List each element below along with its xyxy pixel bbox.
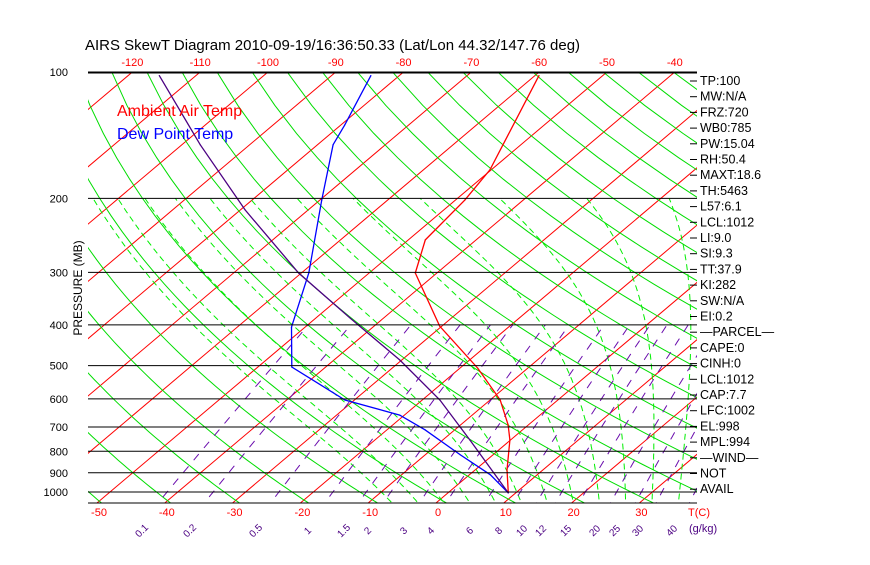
- index-item: SI:9.3: [700, 247, 733, 261]
- data-point: [399, 359, 400, 360]
- index-item: AVAIL: [700, 482, 734, 496]
- top-temp-tick-label: -90: [328, 57, 344, 69]
- pressure-tick-label: 1000: [44, 487, 68, 499]
- data-point: [506, 469, 507, 470]
- bottom-temp-tick-label: -10: [362, 507, 378, 519]
- pressure-tick-label: 800: [50, 446, 68, 458]
- pressure-tick-label: 700: [50, 422, 68, 434]
- index-item: WB0:785: [700, 121, 751, 135]
- data-point: [464, 200, 465, 201]
- index-item: CAPE:0: [700, 341, 745, 355]
- data-point: [200, 144, 201, 145]
- index-item: LCL:1012: [700, 215, 754, 229]
- top-temp-tick-label: -60: [531, 57, 547, 69]
- bottom-temp-tick-label: -20: [294, 507, 310, 519]
- index-item: LFC:1002: [700, 404, 755, 418]
- data-point: [500, 399, 501, 400]
- index-item: MAXT:18.6: [700, 168, 761, 182]
- bottom-temp-tick-label: 20: [567, 507, 579, 519]
- data-point: [477, 368, 478, 369]
- top-temp-tick-label: -100: [257, 57, 279, 69]
- index-item: CAP:7.7: [700, 388, 747, 402]
- data-point: [509, 439, 510, 440]
- chart-title: AIRS SkewT Diagram 2010-09-19/16:36:50.3…: [85, 37, 580, 54]
- data-point: [344, 125, 345, 126]
- bottom-temp-tick-label: -30: [227, 507, 243, 519]
- bottom-temp-tick-label: 10: [500, 507, 512, 519]
- data-point: [490, 474, 491, 475]
- data-point: [399, 414, 400, 415]
- index-item: CINH:0: [700, 357, 741, 371]
- data-point: [508, 424, 509, 425]
- data-point: [291, 327, 292, 328]
- index-item: LCL:1012: [700, 372, 754, 386]
- x-axis-label: T(C): [688, 507, 710, 519]
- pressure-tick-label: 900: [50, 468, 68, 480]
- index-item: EL:998: [700, 419, 740, 433]
- data-point: [291, 366, 292, 367]
- data-point: [439, 399, 440, 400]
- legend-ambient-air-temp: Ambient Air Temp: [117, 103, 242, 120]
- top-temp-tick-label: -50: [599, 57, 615, 69]
- index-item: FRZ:720: [700, 105, 749, 119]
- pressure-tick-label: 300: [50, 267, 68, 279]
- legend-dew-point-temp: Dew Point Temp: [117, 126, 233, 143]
- pressure-tick-label: 500: [50, 361, 68, 373]
- index-item: TT:37.9: [700, 262, 742, 276]
- bottom-temp-tick-label: 30: [635, 507, 647, 519]
- data-point: [344, 399, 345, 400]
- data-point: [460, 454, 461, 455]
- top-temp-tick-label: -70: [463, 57, 479, 69]
- bottom-temp-tick-label: 0: [435, 507, 441, 519]
- data-point: [321, 200, 322, 201]
- data-point: [333, 144, 334, 145]
- top-temp-tick-label: -40: [667, 57, 683, 69]
- top-temp-tick-label: -110: [190, 57, 211, 69]
- pressure-tick-label: 400: [50, 320, 68, 332]
- index-item: PW:15.04: [700, 137, 755, 151]
- y-axis-label: PRESSURE (MB): [71, 240, 85, 335]
- bottom-temp-tick-label: -40: [159, 507, 175, 519]
- index-item: L57:6.1: [700, 200, 742, 214]
- mixing-ratio-unit: (g/kg): [689, 523, 717, 535]
- index-item: MPL:994: [700, 435, 750, 449]
- pressure-tick-label: 100: [50, 67, 68, 79]
- data-point: [159, 75, 160, 76]
- data-point: [349, 317, 350, 318]
- top-temp-tick-label: -80: [396, 57, 412, 69]
- data-point: [425, 239, 426, 240]
- data-point: [439, 326, 440, 327]
- pressure-tick-label: 600: [50, 394, 68, 406]
- bottom-temp-tick-label: -50: [91, 507, 107, 519]
- data-point: [245, 209, 246, 210]
- index-item: LI:9.0: [700, 231, 731, 245]
- index-item: —PARCEL—: [700, 325, 775, 339]
- index-item: EI:0.2: [700, 310, 733, 324]
- data-point: [424, 429, 425, 430]
- top-temp-tick-label: -120: [121, 57, 143, 69]
- index-item: SW:N/A: [700, 294, 745, 308]
- index-item: KI:282: [700, 278, 736, 292]
- data-point: [538, 75, 539, 76]
- index-item: TH:5463: [700, 184, 748, 198]
- data-point: [489, 169, 490, 170]
- index-item: NOT: [700, 467, 727, 481]
- index-item: MW:N/A: [700, 90, 747, 104]
- index-item: —WIND—: [700, 451, 759, 465]
- index-item: RH:50.4: [700, 153, 746, 167]
- data-point: [469, 439, 470, 440]
- pressure-tick-label: 200: [50, 193, 68, 205]
- index-item: TP:100: [700, 74, 740, 88]
- data-point: [370, 75, 371, 76]
